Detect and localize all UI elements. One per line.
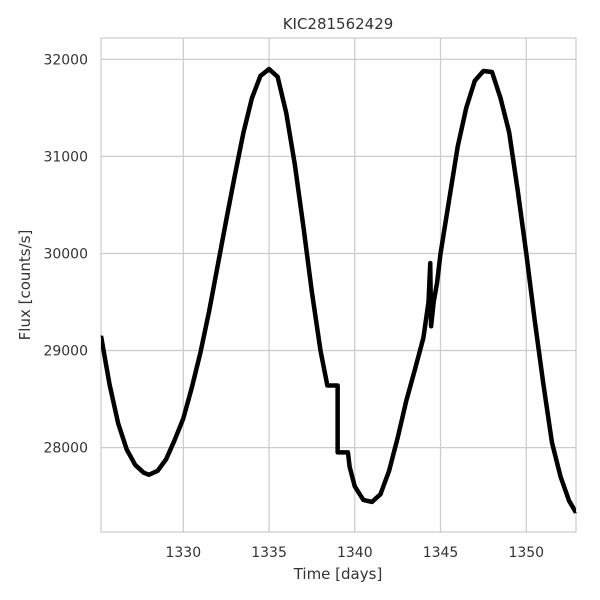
data-point	[542, 383, 545, 386]
data-point	[525, 252, 527, 255]
data-point	[349, 466, 351, 468]
flux-series-line	[101, 68, 576, 513]
data-point	[143, 472, 145, 474]
x-tick-labels: 1330 1335 1340 1345 1350	[165, 545, 544, 561]
y-tick-label: 29000	[43, 344, 88, 360]
data-point	[430, 325, 432, 327]
data-point	[559, 476, 562, 478]
data-point	[165, 458, 167, 460]
y-tick-label: 30000	[43, 246, 88, 262]
y-tick-label: 31000	[43, 149, 88, 165]
data-point	[199, 351, 202, 354]
x-tick-label: 1345	[423, 545, 459, 561]
data-point	[575, 511, 577, 514]
data-point	[499, 97, 502, 99]
data-point	[156, 470, 159, 472]
data-point	[148, 474, 150, 476]
data-point	[268, 68, 270, 70]
data-point	[474, 80, 476, 82]
data-point	[388, 470, 390, 472]
x-tick-label: 1330	[165, 545, 201, 561]
data-point	[108, 383, 111, 386]
data-point	[482, 70, 484, 72]
data-point	[242, 132, 244, 134]
data-point	[448, 199, 450, 201]
y-tick-labels: 28000 29000 30000 31000 32000	[43, 52, 88, 456]
data-point	[134, 464, 136, 466]
data-point	[362, 499, 364, 501]
data-point	[422, 337, 424, 339]
data-point	[234, 175, 236, 177]
data-point	[405, 400, 407, 402]
plot-frame	[100, 37, 577, 533]
x-tick-label: 1335	[251, 545, 287, 561]
data-point	[534, 320, 536, 322]
data-point	[439, 252, 442, 255]
data-point	[311, 291, 313, 293]
x-axis-label: Time [days]	[293, 565, 383, 583]
x-tick-label: 1350	[508, 545, 544, 561]
x-tick-label: 1340	[337, 545, 373, 561]
data-point	[126, 448, 128, 451]
data-point	[354, 485, 356, 487]
data-point	[208, 311, 210, 313]
y-tick-label: 32000	[43, 52, 88, 68]
data-point	[191, 386, 193, 388]
series-layer	[100, 66, 577, 514]
data-point	[337, 451, 339, 454]
data-point	[379, 493, 382, 495]
data-point	[457, 146, 459, 148]
data-point	[251, 97, 253, 99]
data-point	[517, 189, 519, 191]
data-point	[100, 335, 102, 337]
data-point	[294, 163, 296, 165]
data-point	[465, 107, 467, 109]
data-point	[433, 301, 435, 303]
data-point	[326, 384, 328, 387]
y-tick-label: 28000	[43, 441, 88, 457]
data-point	[225, 219, 227, 222]
data-point	[568, 500, 570, 502]
data-point	[174, 439, 176, 441]
data-point	[551, 442, 553, 444]
data-point	[277, 76, 279, 78]
data-point	[319, 349, 322, 352]
data-point	[508, 131, 510, 133]
data-point	[397, 437, 399, 439]
data-point	[491, 71, 493, 73]
data-point	[117, 422, 119, 424]
chart-title: KIC281562429	[283, 15, 394, 33]
data-point	[337, 384, 339, 387]
y-axis-label: Flux [counts/s]	[16, 230, 34, 341]
data-point	[436, 281, 438, 284]
data-point	[414, 369, 416, 371]
data-point	[347, 451, 349, 454]
data-point	[259, 75, 262, 77]
data-point	[285, 112, 287, 114]
data-point	[330, 384, 332, 387]
data-point	[217, 265, 219, 267]
data-point	[371, 501, 373, 503]
data-point	[429, 262, 431, 264]
data-point	[182, 417, 184, 420]
data-point	[427, 301, 430, 303]
data-point	[302, 225, 304, 227]
